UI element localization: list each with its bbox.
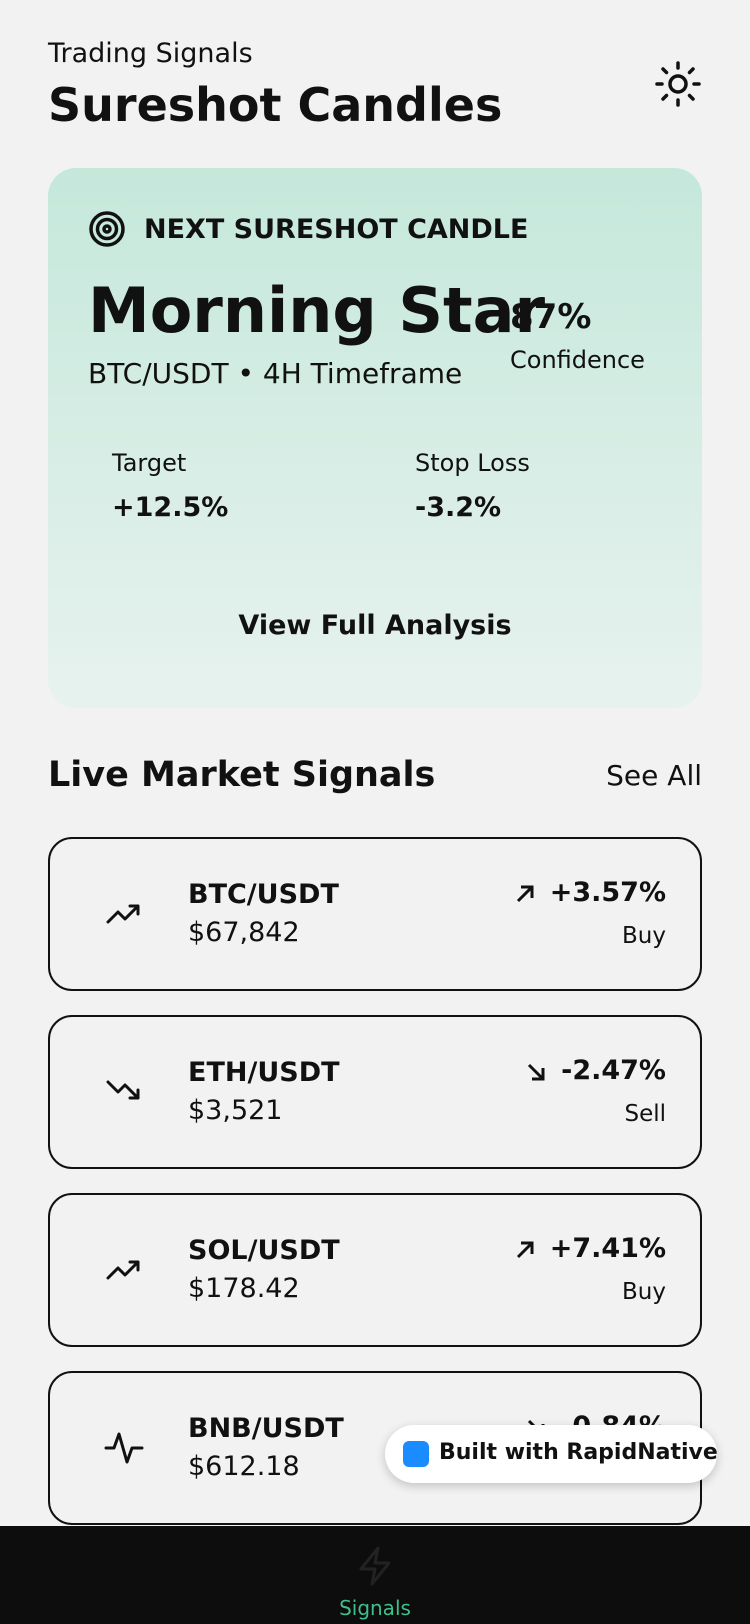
trend-icon xyxy=(104,1432,144,1464)
target-label: Target xyxy=(112,449,187,477)
trend-line xyxy=(104,1432,144,1464)
pattern: Morning Star xyxy=(88,274,546,347)
signal-row[interactable]: SOL/USDT $178.42 +7.41% Buy xyxy=(48,1193,702,1347)
price: $612.18 xyxy=(188,1451,300,1482)
signal: Sell xyxy=(624,1101,666,1127)
target: +12.5% xyxy=(112,492,229,523)
change-arrow xyxy=(516,1241,534,1259)
stop-loss: -3.2% xyxy=(415,492,502,523)
signal-row[interactable]: ETH/USDT $3,521 -2.47% Sell xyxy=(48,1015,702,1169)
pair: SOL/USDT xyxy=(188,1235,340,1266)
confidence: 87% xyxy=(510,297,592,337)
signal: Buy xyxy=(622,1279,666,1305)
tab-label[interactable]: Signals xyxy=(339,1596,411,1620)
tab-icon[interactable] xyxy=(353,1544,397,1588)
badge-text: Built with RapidNative xyxy=(439,1440,718,1465)
change-arrow xyxy=(527,1063,545,1081)
pair-timeframe: BTC/USDT • 4H Timeframe xyxy=(88,357,463,390)
theme-toggle[interactable] xyxy=(654,60,702,108)
change: -2.47% xyxy=(561,1055,666,1086)
price: $3,521 xyxy=(188,1095,283,1126)
trend-icon xyxy=(106,1260,140,1280)
pair: BTC/USDT xyxy=(188,879,339,910)
change: +3.57% xyxy=(549,877,666,908)
title: Sureshot Candles xyxy=(48,78,503,132)
badge-logo xyxy=(403,1441,429,1467)
hero-card: NEXT SURESHOT CANDLE Morning Star 87% Co… xyxy=(48,168,702,708)
stop-loss-label: Stop Loss xyxy=(415,449,530,477)
change-arrow xyxy=(516,885,534,903)
see-all[interactable]: See All xyxy=(606,759,702,792)
arrow xyxy=(516,1241,534,1259)
price: $178.42 xyxy=(188,1273,300,1304)
arrow xyxy=(527,1063,545,1081)
trend-icon xyxy=(106,1080,140,1100)
confidence-label: Confidence xyxy=(510,346,645,374)
trend-icon xyxy=(106,904,140,924)
change: +7.41% xyxy=(549,1233,666,1264)
section-title: Live Market Signals xyxy=(48,755,436,795)
pair: ETH/USDT xyxy=(188,1057,340,1088)
hero-label: NEXT SURESHOT CANDLE xyxy=(144,214,529,245)
badge[interactable]: Built with RapidNative xyxy=(385,1425,718,1483)
arrow xyxy=(516,885,534,903)
tab-bar: Signals xyxy=(0,1526,750,1624)
trend-line xyxy=(106,1260,140,1280)
signal-row[interactable]: BTC/USDT $67,842 +3.57% Buy xyxy=(48,837,702,991)
target-icon xyxy=(89,211,125,247)
trend-line xyxy=(106,1080,140,1100)
subtitle: Trading Signals xyxy=(48,38,253,69)
pair: BNB/USDT xyxy=(188,1413,344,1444)
analysis-button[interactable]: View Full Analysis xyxy=(238,610,512,641)
signal: Buy xyxy=(622,923,666,949)
trend-line xyxy=(106,904,140,924)
price: $67,842 xyxy=(188,917,300,948)
